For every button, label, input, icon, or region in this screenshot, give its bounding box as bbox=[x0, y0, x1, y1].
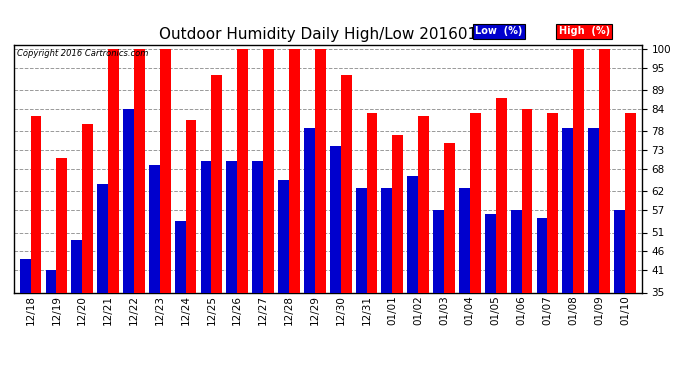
Bar bbox=[418, 116, 429, 375]
Bar bbox=[201, 161, 211, 375]
Bar bbox=[304, 128, 315, 375]
Bar bbox=[537, 217, 547, 375]
Bar bbox=[459, 188, 470, 375]
Bar bbox=[237, 49, 248, 375]
Bar bbox=[599, 49, 610, 375]
Bar bbox=[278, 180, 289, 375]
Title: Outdoor Humidity Daily High/Low 20160111: Outdoor Humidity Daily High/Low 20160111 bbox=[159, 27, 496, 42]
Bar bbox=[82, 124, 93, 375]
Text: Copyright 2016 Cartronics.com: Copyright 2016 Cartronics.com bbox=[17, 49, 148, 58]
Bar bbox=[186, 120, 197, 375]
Bar bbox=[108, 49, 119, 375]
Bar bbox=[330, 146, 341, 375]
Bar bbox=[547, 112, 558, 375]
Bar bbox=[625, 112, 635, 375]
Bar bbox=[57, 158, 68, 375]
Bar bbox=[289, 49, 300, 375]
Bar bbox=[495, 98, 506, 375]
Bar bbox=[263, 49, 274, 375]
Text: High  (%): High (%) bbox=[559, 26, 610, 36]
Bar bbox=[72, 240, 82, 375]
Bar bbox=[123, 109, 134, 375]
Bar bbox=[355, 188, 366, 375]
Bar bbox=[226, 161, 237, 375]
Bar bbox=[433, 210, 444, 375]
Bar bbox=[522, 109, 533, 375]
Bar bbox=[149, 165, 160, 375]
Bar bbox=[562, 128, 573, 375]
Bar bbox=[573, 49, 584, 375]
Bar bbox=[614, 210, 625, 375]
Bar bbox=[46, 270, 57, 375]
Bar bbox=[393, 135, 403, 375]
Bar bbox=[97, 184, 108, 375]
Bar bbox=[470, 112, 481, 375]
Bar bbox=[366, 112, 377, 375]
Bar bbox=[341, 75, 351, 375]
Bar bbox=[485, 214, 495, 375]
Bar bbox=[20, 259, 30, 375]
Bar bbox=[315, 49, 326, 375]
Bar bbox=[160, 49, 170, 375]
Bar bbox=[30, 116, 41, 375]
Bar bbox=[253, 161, 263, 375]
Bar bbox=[511, 210, 522, 375]
Bar bbox=[407, 176, 418, 375]
Bar bbox=[134, 49, 145, 375]
Bar bbox=[211, 75, 222, 375]
Bar bbox=[444, 142, 455, 375]
Bar bbox=[175, 221, 186, 375]
Text: Low  (%): Low (%) bbox=[475, 26, 523, 36]
Bar bbox=[588, 128, 599, 375]
Bar bbox=[382, 188, 393, 375]
